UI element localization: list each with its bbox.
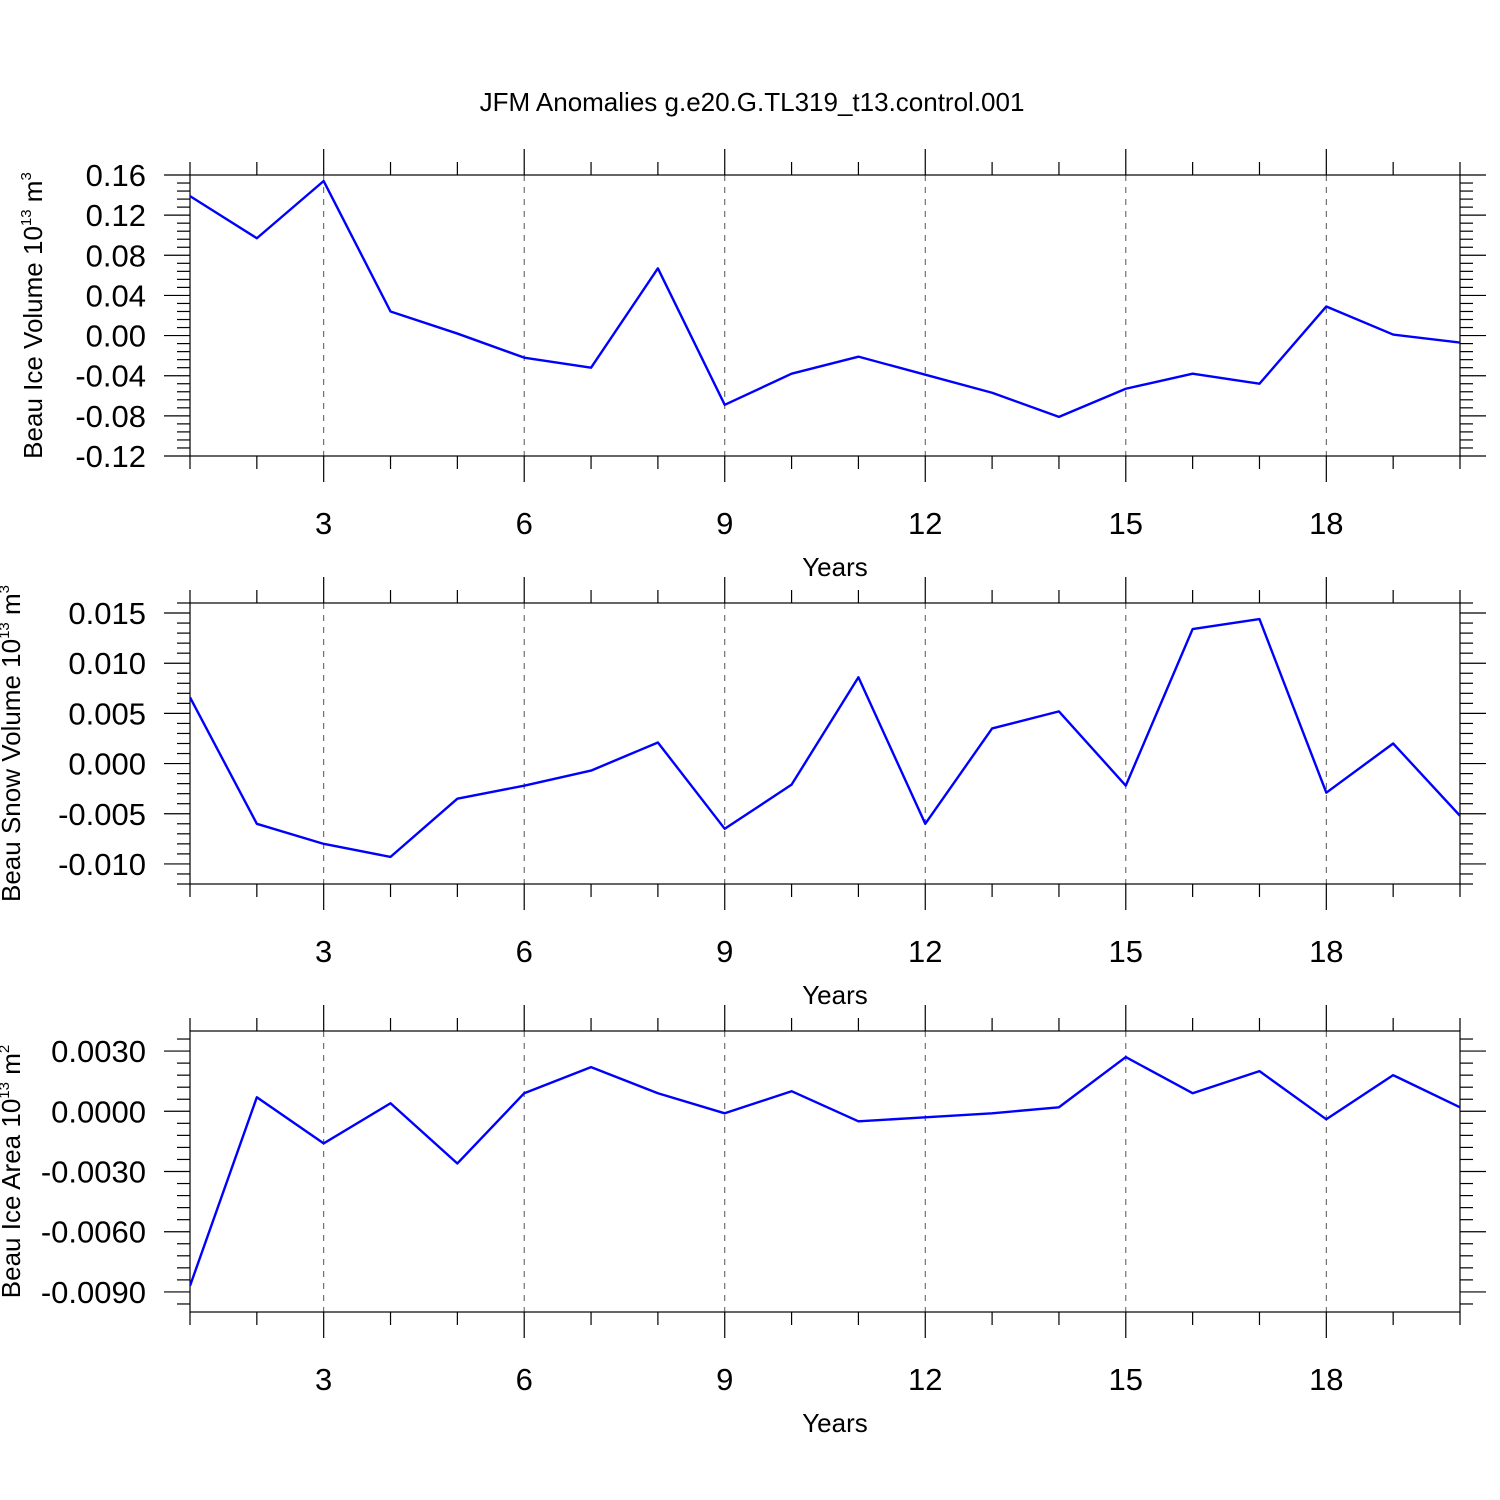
y-tick-label: 0.005 <box>68 696 146 731</box>
x-tick-label: 9 <box>716 1362 733 1397</box>
y-axis-label-exponent: 13 <box>0 622 13 639</box>
y-tick-label: 0.16 <box>86 158 146 193</box>
y-tick-label: -0.08 <box>75 399 146 434</box>
y-tick-label: -0.005 <box>58 797 146 832</box>
x-tick-label: 3 <box>315 1362 332 1397</box>
series-line-beau-snow-volume <box>190 617 1460 859</box>
y-axis-label-unit-exponent: 3 <box>0 585 13 593</box>
x-axis-label: Years <box>802 552 868 582</box>
y-tick-label: -0.12 <box>75 439 146 474</box>
y-tick-label: 0.0000 <box>51 1094 146 1129</box>
y-axis-label: Beau Snow Volume 1013 m3 <box>0 585 26 902</box>
y-tick-label: -0.0030 <box>41 1155 146 1190</box>
chart-panel-1: 3 6 9 12 15 18 Years -0.12 -0.08 -0.04 0.00 0.04 0.0… <box>18 149 1486 582</box>
chart-panel-3: 3 6 9 12 15 18 Years -0.0090 -0.0060 -0.0030 0.000… <box>0 1005 1486 1438</box>
x-tick-label: 12 <box>908 1362 942 1397</box>
x-tick-label: 12 <box>908 506 942 541</box>
x-axis-label: Years <box>802 1408 868 1438</box>
y-axis-label: Beau Ice Area 1013 m2 <box>0 1045 26 1298</box>
x-tick-label: 18 <box>1309 934 1343 969</box>
chart-panel-2: 3 6 9 12 15 18 Years -0.010 -0.005 0.000 0.005 0.01… <box>0 577 1486 1010</box>
y-axis-label-exponent: 13 <box>18 209 35 226</box>
plot-frame <box>189 174 1461 457</box>
x-tick-label: 6 <box>516 934 533 969</box>
x-tick-label: 9 <box>716 934 733 969</box>
y-tick-label: 0.04 <box>86 278 146 313</box>
y-tick-label: 0.000 <box>68 747 146 782</box>
series-line-beau-ice-volume <box>190 179 1460 419</box>
panels: 3 6 9 12 15 18 Years -0.12 -0.08 -0.04 0.00 0.04 0.0… <box>0 149 1486 1438</box>
x-tick-label: 18 <box>1309 506 1343 541</box>
plot-frame <box>189 1030 1461 1313</box>
y-axis-label-text: Beau Ice Volume 10 <box>18 226 48 459</box>
x-tick-label: 12 <box>908 934 942 969</box>
y-axis-label-unit: m <box>18 181 48 210</box>
x-tick-label: 15 <box>1109 1362 1143 1397</box>
figure-title: JFM Anomalies g.e20.G.TL319_t13.control.… <box>480 87 1025 117</box>
y-tick-label: 0.12 <box>86 198 146 233</box>
x-tick-label: 15 <box>1109 934 1143 969</box>
y-tick-label: -0.0060 <box>41 1215 146 1250</box>
series-line-beau-ice-area <box>190 1055 1460 1287</box>
x-tick-label: 6 <box>516 506 533 541</box>
y-tick-label: 0.00 <box>86 319 146 354</box>
y-tick-label: 0.08 <box>86 238 146 273</box>
y-tick-label: -0.0090 <box>41 1275 146 1310</box>
x-tick-label: 15 <box>1109 506 1143 541</box>
x-tick-label: 9 <box>716 506 733 541</box>
x-tick-label: 18 <box>1309 1362 1343 1397</box>
x-tick-label: 3 <box>315 934 332 969</box>
x-tick-label: 3 <box>315 506 332 541</box>
x-axis-label: Years <box>802 980 868 1010</box>
y-axis-label-unit: m <box>0 593 26 622</box>
y-tick-label: 0.0030 <box>51 1034 146 1069</box>
y-axis-label: Beau Ice Volume 1013 m3 <box>18 172 48 459</box>
y-tick-label: 0.015 <box>68 596 146 631</box>
y-axis-label-exponent: 13 <box>0 1082 13 1099</box>
y-axis-label-unit-exponent: 2 <box>0 1045 13 1053</box>
y-axis-label-text: Beau Ice Area 10 <box>0 1099 26 1298</box>
y-axis-label-unit-exponent: 3 <box>18 172 35 180</box>
y-tick-label: -0.010 <box>58 847 146 882</box>
y-axis-label-unit: m <box>0 1053 26 1082</box>
y-tick-label: -0.04 <box>75 359 146 394</box>
x-tick-label: 6 <box>516 1362 533 1397</box>
y-tick-label: 0.010 <box>68 646 146 681</box>
y-axis-label-text: Beau Snow Volume 10 <box>0 639 26 902</box>
